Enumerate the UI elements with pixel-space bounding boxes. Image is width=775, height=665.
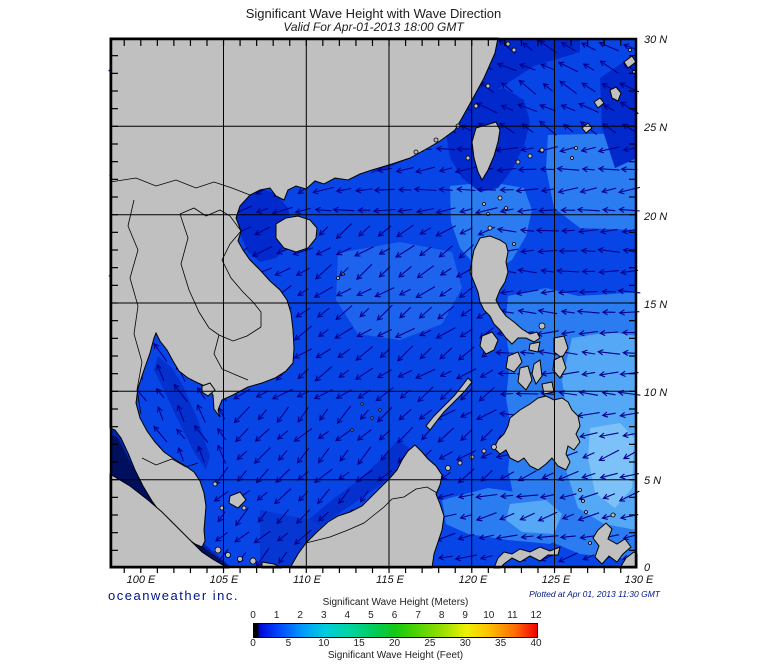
legend-feet-tick: 40 (530, 638, 542, 649)
map-frame (109, 37, 638, 569)
wave-height-legend: Significant Wave Height (Meters) 0 1 2 3… (250, 597, 541, 663)
lat-label-5n: 5 N (644, 475, 662, 487)
legend-feet-tick: 5 (285, 638, 292, 649)
legend-feet-tick: 15 (353, 638, 365, 649)
legend-feet-tick: 0 (250, 638, 256, 649)
lat-label-30n: 30 N (644, 34, 668, 46)
panay (505, 351, 523, 373)
legend-feet-tick: 20 (388, 638, 401, 649)
lon-label-130e: 130 E (624, 574, 654, 586)
color-scale-bar (253, 623, 538, 638)
cebu (531, 359, 543, 386)
legend-meters-tick: 11 (507, 610, 518, 621)
legend-feet-tick: 10 (318, 638, 330, 649)
legend-meters-tick: 0 (250, 610, 256, 621)
degree-ticks (112, 40, 635, 573)
legend-feet-tick: 25 (424, 638, 436, 649)
wave-map (108, 37, 641, 574)
lat-label-15n: 15 N (644, 299, 668, 311)
legend-feet-tick: 35 (495, 638, 507, 649)
legend-meters-tick: 10 (483, 610, 495, 621)
lon-label-105e: 105 E (209, 574, 239, 586)
valid-time-subtitle: Valid For Apr-01-2013 18:00 GMT (283, 20, 464, 34)
legend-meters-tick: 6 (391, 610, 398, 621)
legend-meters-tick: 5 (368, 610, 374, 621)
okinawa-3 (593, 97, 605, 109)
legend-meters-tick: 2 (297, 610, 303, 621)
mindoro (479, 331, 499, 355)
lon-label-100e: 100 E (126, 574, 156, 586)
legend-title-feet: Significant Wave Height (Feet) (327, 650, 464, 661)
luzon (469, 235, 541, 345)
oceanweather-logo-text: oceanweather inc. (108, 588, 240, 603)
lat-label-20n: 20 N (644, 211, 668, 223)
lon-label-110e: 110 E (293, 574, 321, 586)
legend-meters-tick: 3 (321, 610, 327, 621)
lat-label-0: 0 (644, 562, 651, 574)
legend-meters-tick: 9 (462, 610, 468, 621)
legend-meters-tick: 1 (273, 610, 280, 621)
plotted-timestamp: Plotted at Apr 01, 2013 11:30 GMT (529, 589, 660, 599)
country-borders (109, 177, 438, 544)
leyte (552, 355, 567, 379)
lat-label-25n: 25 N (644, 122, 668, 134)
bohol (541, 381, 555, 395)
masbate (528, 341, 541, 353)
halmahera (592, 522, 632, 565)
okinawa-2 (609, 86, 622, 102)
legend-meters-tick: 12 (530, 610, 542, 621)
legend-feet-tick: 30 (459, 638, 471, 649)
legend-title-meters: Significant Wave Height (Meters) (322, 597, 469, 608)
lon-label-120e: 120 E (458, 574, 488, 586)
legend-meters-tick: 4 (344, 610, 351, 621)
sulawesi (493, 546, 561, 569)
small-islands (212, 41, 636, 565)
lon-label-125e: 125 E (541, 574, 571, 586)
okinawa-4 (581, 122, 593, 134)
asia-mainland (109, 37, 499, 548)
taiwan (471, 121, 501, 182)
map-canvas (108, 37, 641, 573)
negros (517, 365, 533, 391)
graticule (110, 38, 637, 568)
lon-label-115e: 115 E (376, 574, 404, 586)
lat-label-10n: 10 N (644, 387, 668, 399)
legend-meters-tick: 8 (438, 610, 445, 621)
page-title: Significant Wave Height with Wave Direct… (245, 6, 502, 21)
natuna (228, 491, 247, 509)
mindanao (493, 395, 581, 471)
legend-meters-tick: 7 (415, 610, 421, 621)
